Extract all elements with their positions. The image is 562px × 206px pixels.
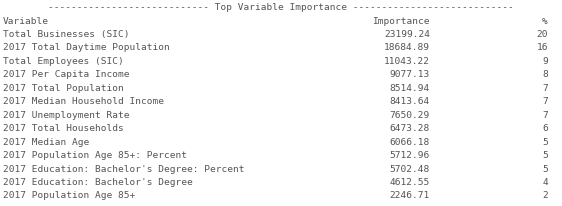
- Text: 5: 5: [542, 164, 548, 173]
- Text: 2: 2: [542, 191, 548, 199]
- Text: Variable: Variable: [3, 16, 49, 25]
- Text: 7650.29: 7650.29: [389, 110, 430, 119]
- Text: Total Businesses (SIC): Total Businesses (SIC): [3, 30, 129, 39]
- Text: 2017 Total Daytime Population: 2017 Total Daytime Population: [3, 43, 170, 52]
- Text: 2017 Unemployment Rate: 2017 Unemployment Rate: [3, 110, 129, 119]
- Text: 6066.18: 6066.18: [389, 137, 430, 146]
- Text: 2017 Population Age 85+: Percent: 2017 Population Age 85+: Percent: [3, 150, 187, 159]
- Text: 11043.22: 11043.22: [384, 57, 430, 66]
- Text: 2017 Median Household Income: 2017 Median Household Income: [3, 97, 164, 106]
- Text: 16: 16: [537, 43, 548, 52]
- Text: 7: 7: [542, 110, 548, 119]
- Text: 4612.55: 4612.55: [389, 177, 430, 186]
- Text: ---------------------------- Top Variable Importance ---------------------------: ---------------------------- Top Variabl…: [48, 3, 514, 12]
- Text: 20: 20: [537, 30, 548, 39]
- Text: 23199.24: 23199.24: [384, 30, 430, 39]
- Text: 9: 9: [542, 57, 548, 66]
- Text: Total Employees (SIC): Total Employees (SIC): [3, 57, 124, 66]
- Text: 2017 Population Age 85+: 2017 Population Age 85+: [3, 191, 135, 199]
- Text: 2017 Education: Bachelor's Degree: Percent: 2017 Education: Bachelor's Degree: Perce…: [3, 164, 244, 173]
- Text: 7: 7: [542, 97, 548, 106]
- Text: 2017 Total Households: 2017 Total Households: [3, 124, 124, 132]
- Text: 2017 Median Age: 2017 Median Age: [3, 137, 89, 146]
- Text: 2017 Per Capita Income: 2017 Per Capita Income: [3, 70, 129, 79]
- Text: 6473.28: 6473.28: [389, 124, 430, 132]
- Text: 5712.96: 5712.96: [389, 150, 430, 159]
- Text: 5702.48: 5702.48: [389, 164, 430, 173]
- Text: 6: 6: [542, 124, 548, 132]
- Text: 4: 4: [542, 177, 548, 186]
- Text: 5: 5: [542, 150, 548, 159]
- Text: 18684.89: 18684.89: [384, 43, 430, 52]
- Text: Importance: Importance: [373, 16, 430, 25]
- Text: 5: 5: [542, 137, 548, 146]
- Text: 2017 Education: Bachelor's Degree: 2017 Education: Bachelor's Degree: [3, 177, 193, 186]
- Text: 2017 Total Population: 2017 Total Population: [3, 83, 124, 92]
- Text: 9077.13: 9077.13: [389, 70, 430, 79]
- Text: 8514.94: 8514.94: [389, 83, 430, 92]
- Text: 8: 8: [542, 70, 548, 79]
- Text: 7: 7: [542, 83, 548, 92]
- Text: %: %: [542, 16, 548, 25]
- Text: 2246.71: 2246.71: [389, 191, 430, 199]
- Text: 8413.64: 8413.64: [389, 97, 430, 106]
